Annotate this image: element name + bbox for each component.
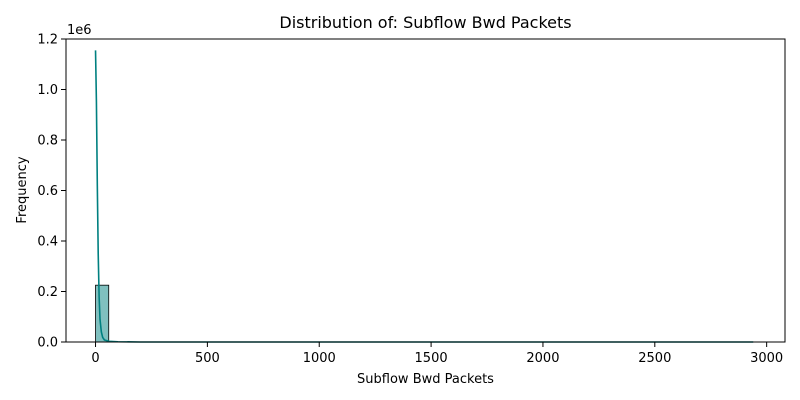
kde-layer — [94, 50, 754, 343]
y-tick-label: 0.6 — [37, 184, 58, 199]
x-tick-label: 3000 — [750, 351, 783, 366]
y-tick-label: 0.8 — [37, 134, 58, 149]
y-tick-label: 0.4 — [37, 235, 58, 250]
x-axis-ticks: 0 500 1000 1500 2000 2500 3000 — [91, 342, 783, 366]
y-axis-offset-label: 1e6 — [67, 23, 92, 38]
x-axis-label: Subflow Bwd Packets — [357, 372, 494, 387]
x-tick-label: 2500 — [638, 351, 671, 366]
chart-title: Distribution of: Subflow Bwd Packets — [279, 13, 571, 32]
plot-area — [65, 38, 786, 343]
y-axis-label: Frequency — [15, 156, 30, 223]
y-axis-ticks: 0.0 0.2 0.4 0.6 0.8 1.0 1.2 — [37, 33, 66, 351]
y-tick-label: 0.0 — [37, 336, 58, 351]
kde-line — [94, 50, 754, 343]
y-tick-label: 1.2 — [37, 33, 58, 48]
x-tick-label: 500 — [195, 351, 220, 366]
axes-frame — [65, 38, 786, 343]
y-tick-label: 0.2 — [37, 285, 58, 300]
x-tick-label: 1000 — [303, 351, 336, 366]
y-tick-label: 1.0 — [37, 83, 58, 98]
x-tick-label: 2000 — [526, 351, 559, 366]
x-tick-label: 0 — [91, 351, 99, 366]
x-tick-label: 1500 — [415, 351, 448, 366]
